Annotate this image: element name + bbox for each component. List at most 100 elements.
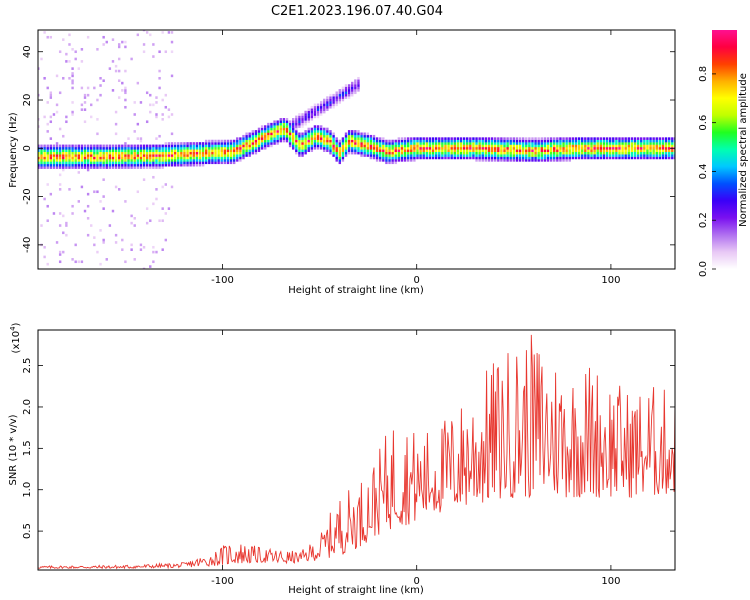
spectrogram-cell (62, 168, 65, 172)
spectrogram-cell (195, 151, 199, 155)
spectrogram-cell (347, 142, 351, 145)
spectrogram-cell (456, 146, 460, 150)
spectrogram-cell (198, 144, 202, 148)
spectrogram-cell (372, 137, 376, 140)
spectrogram-cell (363, 146, 366, 150)
spectrogram-cell (149, 163, 152, 167)
spectrogram-cell (52, 151, 56, 155)
spectrogram-cell (406, 151, 410, 155)
spectrogram-cell (444, 144, 447, 148)
spectrogram-cell (273, 134, 276, 138)
spectrogram-cell (307, 113, 310, 116)
spectrogram-cell (46, 101, 49, 104)
spectrogram-cell (652, 142, 655, 145)
spectrogram-cell (242, 139, 245, 143)
spectrogram-cell (93, 166, 96, 169)
spectrogram-cell (506, 137, 509, 140)
spectrogram-cell (204, 161, 208, 165)
spectrogram-cell (279, 125, 282, 128)
spectrogram-cell (633, 139, 637, 143)
spectrogram-cell (49, 115, 53, 119)
spectrogram-cell (251, 134, 255, 138)
spectrogram-cell (65, 146, 68, 150)
spectrogram-cell (90, 146, 93, 150)
spectrogram-cell (587, 149, 590, 153)
spectrogram-cell (354, 146, 357, 150)
spectrogram-cell (528, 139, 531, 143)
spectrogram-cell (130, 154, 133, 157)
spectrogram-cell (74, 50, 77, 54)
spectrogram-cell (304, 130, 307, 133)
spectrogram-cell (391, 139, 394, 143)
spectrogram-cell (574, 151, 578, 155)
spectrogram-cell (77, 171, 80, 174)
spectrogram-cell (142, 267, 146, 269)
spectrogram-cell (124, 260, 127, 264)
spectrogram-cell (239, 159, 242, 162)
spectrogram-cell (232, 149, 236, 153)
spectrogram-cell (83, 156, 87, 160)
spectrogram-cell (282, 132, 286, 136)
spectrogram-cell (43, 197, 46, 201)
spectrogram-cell (74, 163, 77, 167)
spectrogram-cell (55, 103, 59, 107)
spectrogram-cell (636, 139, 640, 143)
spectrogram-cell (164, 161, 167, 165)
spectrogram-cell (167, 146, 171, 150)
spectrogram-cell (55, 74, 59, 78)
spectrogram-cell (99, 156, 102, 160)
spectrogram-cell (667, 137, 671, 140)
spectrogram-cell (43, 159, 46, 162)
spectrogram-cell (164, 238, 167, 242)
spectrogram-cell (211, 151, 214, 155)
spectrogram-cell (357, 86, 360, 90)
spectrogram-cell (288, 142, 292, 145)
spectrogram-cell (236, 151, 239, 155)
spectrogram-cell (251, 137, 255, 140)
spectrogram-cell (226, 159, 230, 162)
spectrogram-cell (90, 163, 93, 167)
spectrogram-cell (497, 154, 500, 157)
spectrogram-cell (391, 159, 394, 162)
spectrogram-cell (96, 159, 99, 162)
spectrogram-cell (74, 146, 77, 150)
spectrogram-cell (338, 156, 342, 160)
spectrogram-cell (183, 156, 186, 160)
spectrogram-cell (400, 137, 404, 140)
spectrogram-cell (559, 137, 562, 140)
spectrogram-cell (574, 139, 578, 143)
spectrogram-cell (158, 134, 161, 138)
spectrogram-cell (438, 151, 441, 155)
spectrogram-cell (341, 159, 345, 162)
spectrogram-cell (475, 137, 478, 140)
spectrogram-cell (406, 156, 410, 160)
spectrogram-cell (661, 142, 665, 145)
spectrogram-cell (285, 122, 289, 126)
spectrogram-cell (546, 144, 550, 148)
spectrogram-cell (38, 163, 40, 167)
spectrogram-cell (80, 146, 84, 150)
spectrogram-cell (357, 81, 360, 85)
spectrogram-cell (114, 146, 118, 150)
spectrogram-cell (248, 146, 251, 150)
spectrogram-cell (307, 110, 310, 114)
spectrogram-cell (549, 154, 553, 157)
spectrogram-cell (382, 137, 385, 140)
spectrogram-cell (229, 159, 233, 162)
spectrogram-cell (142, 159, 146, 162)
spectrogram-cell (671, 156, 674, 160)
spectrogram-cell (667, 156, 671, 160)
spectrogram-cell (161, 113, 164, 116)
spectrogram-cell (177, 142, 180, 145)
spectrogram-cell (559, 151, 562, 155)
spectrogram-cell (229, 146, 233, 150)
spectrogram-cell (556, 151, 559, 155)
spectrogram-cell (537, 159, 540, 162)
spectrogram-cell (295, 127, 298, 131)
spectrogram-cell (596, 142, 599, 145)
spectrogram-cell (245, 132, 248, 136)
spectrogram-cell (332, 98, 335, 102)
spectrogram-cell (149, 110, 152, 114)
spectrogram-cell (108, 154, 112, 157)
spectrogram-cell (145, 120, 149, 124)
